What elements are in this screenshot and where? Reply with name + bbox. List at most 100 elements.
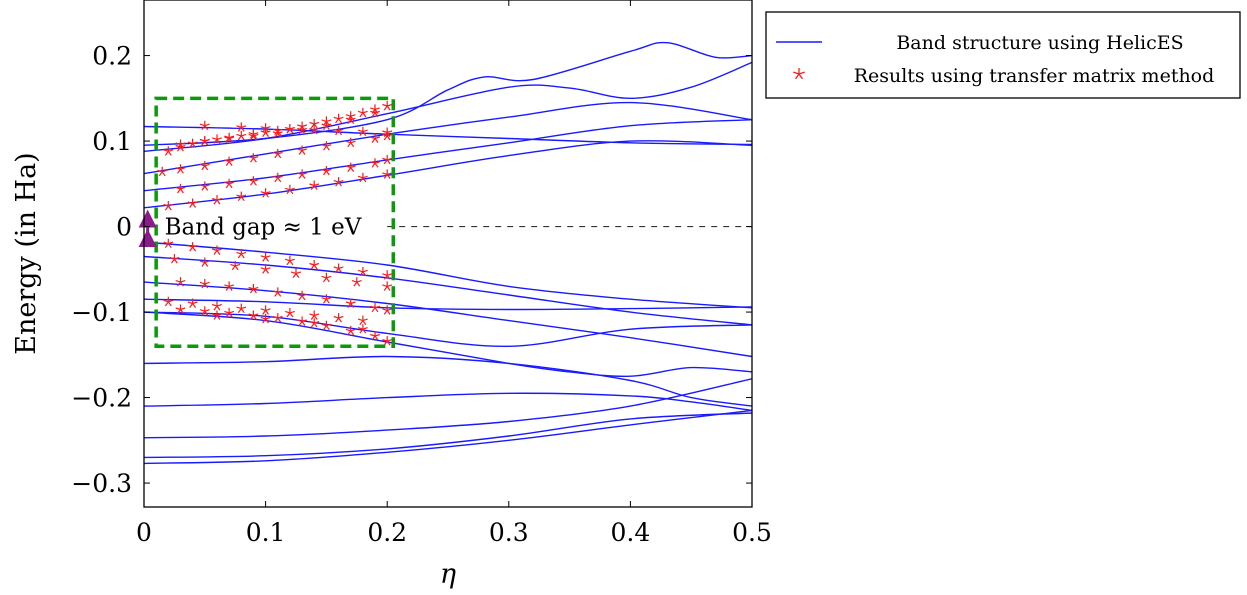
tmm-data-point	[212, 134, 222, 144]
tmm-data-point	[321, 272, 332, 283]
tmm-data-point	[382, 305, 393, 315]
band-line	[144, 378, 752, 439]
band-line	[144, 125, 752, 146]
band-gap-label: Band gap ≈ 1 eV	[165, 215, 362, 241]
tmm-data-point	[260, 313, 271, 324]
x-tick-label: 0	[136, 518, 152, 547]
tmm-data-point	[260, 264, 271, 274]
tmm-data-point	[212, 195, 222, 205]
band-line	[144, 119, 752, 192]
tmm-data-point	[382, 281, 393, 291]
band-line	[144, 392, 752, 412]
tmm-data-point	[357, 315, 368, 326]
tmm-data-point	[297, 290, 307, 301]
tmm-data-point	[285, 307, 295, 318]
tmm-data-point	[248, 284, 259, 294]
band-line	[144, 311, 752, 378]
tmm-data-point	[333, 113, 344, 124]
tmm-data-point	[291, 268, 301, 278]
tmm-data-point	[272, 128, 283, 138]
y-tick-label: 0.1	[92, 127, 132, 156]
tmm-data-point	[309, 119, 320, 129]
tmm-data-point	[187, 198, 198, 208]
tmm-data-point	[272, 287, 283, 297]
tmm-data-point	[163, 296, 174, 307]
x-tick-label: 0.2	[367, 518, 407, 547]
tmm-data-point	[309, 318, 320, 328]
tmm-data-point	[199, 136, 210, 146]
tmm-data-point	[212, 301, 222, 311]
band-line	[144, 298, 752, 311]
tmm-data-point	[357, 266, 368, 277]
tmm-data-point	[309, 310, 320, 320]
y-tick-label: −0.1	[71, 298, 132, 327]
tmm-data-point	[382, 130, 393, 141]
tmm-data-point	[163, 238, 174, 249]
tmm-data-point	[345, 162, 356, 172]
legend-box	[765, 11, 1241, 99]
tmm-data-point	[357, 172, 368, 183]
tmm-data-point	[175, 164, 186, 174]
tmm-data-point	[224, 156, 235, 166]
tmm-data-point	[309, 260, 320, 270]
y-tick-label: 0.2	[92, 42, 132, 71]
x-tick-label: 0.1	[246, 518, 286, 547]
tmm-data-point	[333, 125, 344, 136]
band-line	[144, 140, 752, 209]
tmm-data-point	[187, 242, 198, 252]
tmm-data-point	[260, 252, 271, 262]
tmm-data-point	[297, 145, 307, 155]
band-line	[144, 355, 752, 407]
tmm-data-point	[212, 245, 222, 255]
band-line	[144, 41, 752, 146]
tmm-data-point	[236, 248, 247, 259]
tmm-data-point	[345, 114, 356, 125]
legend: Band structure using HelicES Results usin…	[765, 11, 1241, 99]
tmm-data-point	[175, 183, 186, 194]
tmm-data-point	[248, 310, 259, 320]
tmm-data-point	[351, 277, 362, 287]
tmm-data-point	[248, 153, 259, 163]
tmm-data-point	[199, 120, 210, 131]
tmm-data-point	[157, 166, 168, 177]
tmm-data-point	[345, 298, 356, 308]
tmm-data-point	[230, 260, 241, 271]
band-line	[144, 61, 752, 152]
x-axis-label: η	[440, 559, 456, 590]
y-tick-label: −0.3	[71, 469, 132, 498]
tmm-data-point	[169, 254, 180, 264]
tmm-data-point	[370, 104, 380, 114]
tmm-data-point	[382, 169, 393, 179]
tmm-data-point	[309, 180, 320, 190]
tmm-data-point	[236, 130, 247, 141]
tmm-data-point	[321, 166, 332, 176]
tmm-data-point	[285, 124, 295, 134]
band-line	[144, 412, 752, 459]
legend-label-helices: Band structure using HelicES	[896, 32, 1183, 54]
tmm-data-point	[260, 305, 271, 315]
x-tick-label: 0.4	[611, 518, 651, 547]
tmm-data-point	[345, 111, 356, 121]
tmm-data-point	[333, 263, 344, 273]
tmm-data-point	[345, 137, 356, 148]
tmm-data-point	[236, 191, 247, 202]
axes: 0 0.1 0.2 0.3 0.4 0.5 −0.3 −0.2 −0.1 0 0.1 0.2 η Ener…	[11, 0, 772, 590]
tmm-data-point	[321, 294, 332, 304]
tmm-data-point	[224, 133, 235, 143]
tmm-data-point	[297, 316, 307, 326]
tmm-data-point	[297, 121, 307, 131]
tmm-data-point	[199, 181, 210, 191]
tmm-data-point	[357, 107, 368, 118]
plot-area	[144, 41, 752, 465]
legend-star-swatch	[793, 68, 805, 80]
tmm-data-point	[260, 123, 271, 133]
tmm-data-point	[187, 138, 198, 149]
tmm-data-point	[236, 122, 247, 132]
tmm-data-point	[321, 120, 332, 131]
tmm-data-point	[199, 306, 210, 316]
tmm-data-point	[297, 125, 307, 135]
tmm-data-point	[285, 255, 295, 266]
tmm-data-point	[163, 146, 174, 156]
tmm-data-point	[272, 313, 283, 323]
band-line	[144, 281, 752, 358]
